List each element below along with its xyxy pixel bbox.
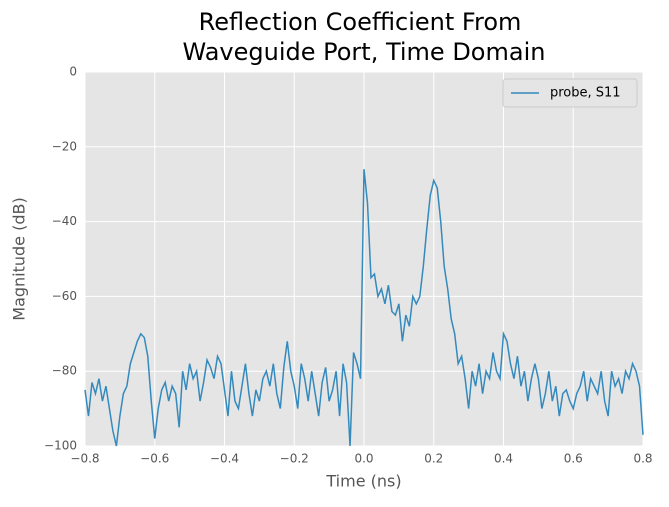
data-line (84, 169, 644, 447)
chart-title-line: Waveguide Port, Time Domain (183, 38, 546, 66)
y-axis-label: Magnitude (dB) (10, 197, 29, 320)
y-tick-label: −40 (52, 214, 77, 228)
x-tick-label: −0.8 (70, 452, 99, 466)
legend-box (502, 78, 638, 108)
x-tick-label: 0.8 (633, 452, 652, 466)
x-tick-label: −0.2 (280, 452, 309, 466)
y-tick-label: −100 (44, 439, 77, 453)
x-tick-label: 0.6 (564, 452, 583, 466)
y-tick-label: −60 (52, 289, 77, 303)
x-tick-label: 0.4 (494, 452, 513, 466)
y-tick-label: −20 (52, 139, 77, 153)
y-tick-label: −80 (52, 364, 77, 378)
x-axis-label: Time (ns) (325, 472, 401, 491)
x-tick-label: 0.0 (354, 452, 373, 466)
y-tick-label: 0 (69, 65, 77, 79)
legend-label: probe, S11 (550, 86, 621, 101)
chart-title-line: Reflection Coefficient From (199, 8, 522, 36)
legend: probe, S11 (502, 78, 638, 108)
x-tick-label: −0.4 (210, 452, 239, 466)
x-tick-label: −0.6 (140, 452, 169, 466)
x-tick-label: 0.2 (424, 452, 443, 466)
